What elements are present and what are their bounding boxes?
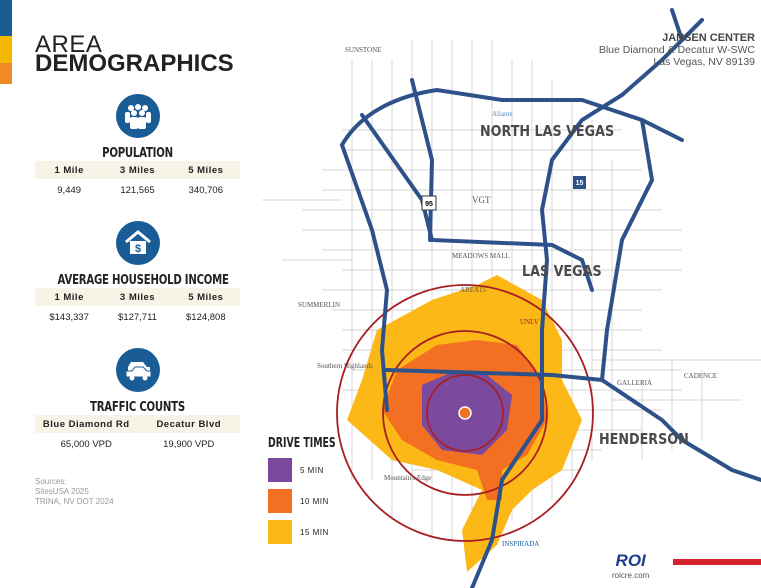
- place-label: INSPIRADA: [502, 540, 539, 548]
- address-line1: Blue Diamond & Decatur W-SWC: [598, 44, 755, 56]
- page-title: DEMOGRAPHICS: [35, 50, 234, 77]
- area-map: NORTH LAS VEGAS LAS VEGAS HENDERSON SUNS…: [262, 8, 761, 588]
- sources-label: Sources:: [35, 477, 67, 486]
- col-header: 3 Miles: [119, 164, 156, 176]
- city-label: HENDERSON: [599, 431, 689, 448]
- highway-label: 95: [425, 201, 433, 208]
- brand-bar-blue: [0, 0, 12, 36]
- place-label: CADENCE: [684, 372, 717, 380]
- property-address: JANSEN CENTER Blue Diamond & Decatur W-S…: [599, 32, 755, 68]
- value: 65,000 VPD: [60, 438, 112, 450]
- place-label: Southern Highlands: [317, 362, 373, 370]
- place-label: Mountain's Edge: [384, 474, 431, 482]
- col-header: Blue Diamond Rd: [42, 418, 130, 430]
- legend-swatch: [268, 458, 292, 482]
- legend-item: 15 MIN: [268, 520, 362, 544]
- highways: [340, 8, 761, 588]
- source-item: SitesUSA 2025: [35, 487, 89, 496]
- brand-bar-red: [673, 559, 761, 565]
- address-line2: Las Vegas, NV 89139: [653, 56, 755, 68]
- population-section: POPULATION 1 Mile 3 Miles 5 Miles 9,449 121…: [35, 94, 240, 201]
- col-header: Decatur Blvd: [156, 418, 222, 430]
- col-header: 3 Miles: [119, 291, 156, 303]
- value: 19,900 VPD: [163, 438, 215, 450]
- logo-text: ROI: [615, 551, 646, 570]
- house-dollar-icon: $: [115, 221, 160, 265]
- highway-shield-icon: [573, 176, 586, 189]
- legend-item: 10 MIN: [268, 489, 362, 513]
- title-line1: AREA: [35, 31, 103, 58]
- legend-swatch: [268, 520, 292, 544]
- legend-swatch: [268, 489, 292, 513]
- traffic-section: TRAFFIC COUNTS Blue Diamond Rd Decatur Bl…: [35, 348, 240, 455]
- source-item: TRINA, NV DOT 2024: [35, 497, 114, 506]
- city-label: NORTH LAS VEGAS: [480, 123, 614, 140]
- place-label: MEADOWS MALL: [452, 252, 510, 260]
- value: $124,808: [186, 311, 226, 323]
- place-label: AREA15: [460, 286, 487, 294]
- place-label: UNLV: [520, 318, 539, 326]
- col-header: 1 Mile: [54, 291, 84, 303]
- radius-rings: [336, 284, 594, 542]
- svg-text:$: $: [134, 243, 140, 255]
- people-icon: [115, 94, 160, 138]
- brand-bar-yellow: [0, 36, 12, 63]
- place-label: SUNSTONE: [345, 46, 381, 54]
- city-label: LAS VEGAS: [522, 263, 602, 280]
- legend-title: DRIVE TIMES: [268, 436, 336, 451]
- legend-label: 10 MIN: [300, 496, 329, 506]
- col-header: 5 Miles: [188, 164, 224, 176]
- traffic-title: TRAFFIC COUNTS: [90, 400, 185, 415]
- value: 9,449: [57, 184, 82, 196]
- drive-times-legend: DRIVE TIMES 5 MIN 10 MIN 15 MIN: [268, 436, 362, 544]
- subject-property-marker: [458, 406, 472, 420]
- income-section: $ AVERAGE HOUSEHOLD INCOME 1 Mile 3 Miles…: [35, 221, 240, 328]
- population-title: POPULATION: [102, 146, 173, 161]
- highway-label: 15: [576, 180, 584, 187]
- legend-item: 5 MIN: [268, 458, 362, 482]
- place-label: GALLERIA: [617, 379, 652, 387]
- value: $143,337: [49, 311, 89, 323]
- col-header: 5 Miles: [188, 291, 224, 303]
- sources: Sources: SitesUSA 2025 TRINA, NV DOT 202…: [35, 477, 114, 507]
- place-label: SUMMERLIN: [298, 301, 340, 309]
- income-title: AVERAGE HOUSEHOLD INCOME: [57, 273, 229, 288]
- value: 340,706: [188, 184, 223, 196]
- highway-shield-icon: [421, 195, 437, 211]
- drive-time-polygons: [347, 275, 582, 572]
- legend-label: 5 MIN: [300, 465, 324, 475]
- brand-bar-orange: [0, 63, 12, 84]
- cars-icon: [115, 348, 160, 392]
- legend-label: 15 MIN: [300, 527, 329, 537]
- value: 121,565: [120, 184, 155, 196]
- place-label: Aliante: [492, 110, 513, 118]
- col-header: 1 Mile: [54, 164, 84, 176]
- place-label: VGT: [472, 195, 491, 205]
- roi-logo[interactable]: ROI roicre.com: [612, 551, 649, 580]
- property-name: JANSEN CENTER: [662, 32, 755, 44]
- value: $127,711: [118, 311, 157, 323]
- website-link[interactable]: roicre.com: [612, 571, 650, 580]
